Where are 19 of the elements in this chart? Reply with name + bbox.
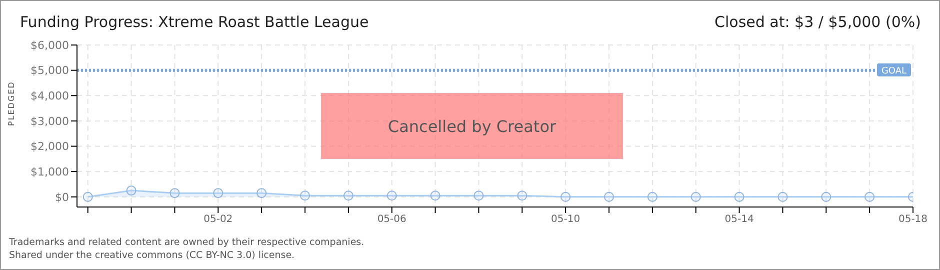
x-tick-label: 05-10 bbox=[551, 214, 580, 226]
y-tick-label: $6,000 bbox=[30, 38, 69, 52]
y-tick-label: $4,000 bbox=[30, 90, 69, 103]
text: Shared under the creative commons (CC BY-NC 3.0) license. bbox=[9, 250, 295, 261]
chart-title: Funding Progress: Xtreme Roast Battle League bbox=[20, 13, 369, 31]
y-tick-label: $1,000 bbox=[30, 165, 69, 178]
y-tick-label: $5,000 bbox=[30, 64, 69, 78]
x-tick-label: 05-06 bbox=[377, 214, 406, 226]
x-tick-label: 05-14 bbox=[724, 214, 754, 226]
text: Trademarks and related content are owned by their respective companies. bbox=[9, 237, 364, 248]
chart-subtitle: Closed at: $3 / $5,000 (0%) bbox=[714, 13, 921, 31]
cancelled-stamp: Cancelled by Creator bbox=[321, 93, 623, 159]
y-tick-label: $2,000 bbox=[30, 140, 69, 154]
y-tick-label: $3,000 bbox=[30, 114, 69, 128]
y-axis-title: PLEDGED bbox=[6, 81, 16, 126]
x-tick-label: 05-18 bbox=[898, 214, 928, 226]
x-tick-label: 05-02 bbox=[204, 214, 233, 226]
ref-line-label: GOAL bbox=[881, 66, 907, 76]
y-tick-label: $0 bbox=[55, 190, 69, 204]
